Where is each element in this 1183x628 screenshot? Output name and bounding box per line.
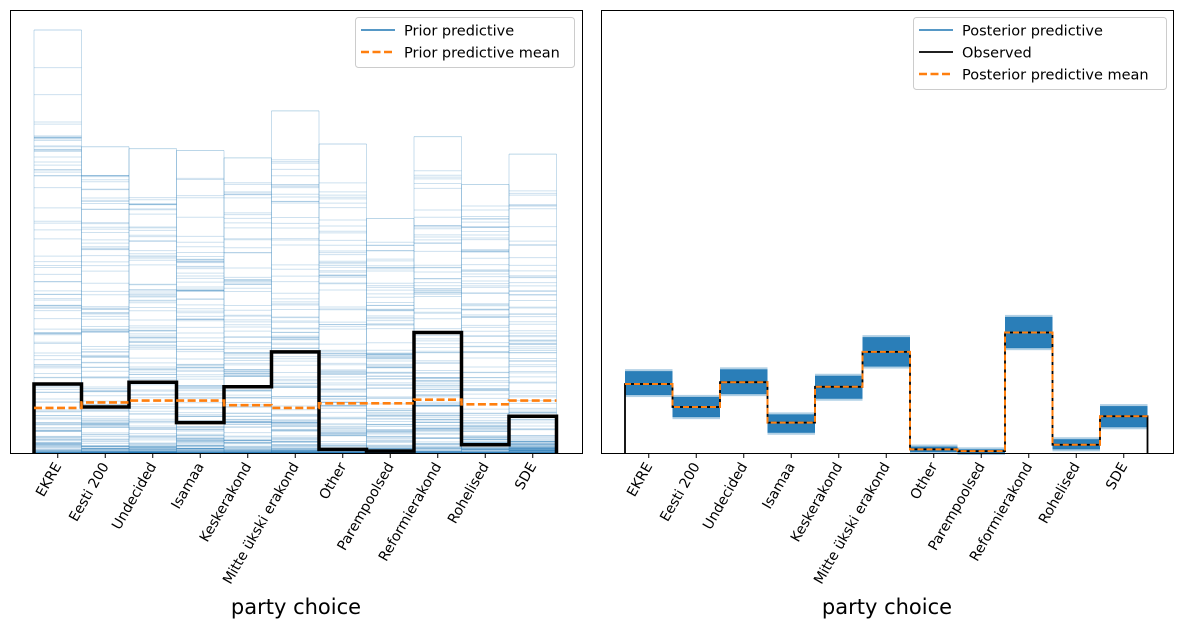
prior-draws-other — [318, 143, 367, 454]
x-tick-label-eesti-200: Eesti 200 — [657, 460, 704, 525]
posterior-band-edge — [815, 397, 863, 401]
prior-predictive-mean-series — [34, 398, 557, 410]
prior-draws-undecided — [128, 148, 177, 454]
prior-draws-isamaa — [176, 149, 225, 454]
legend-label-observed: Observed — [962, 46, 1032, 62]
legend-label-prior-mean: Prior predictive mean — [404, 46, 560, 62]
posterior-band-edge — [1005, 314, 1053, 318]
posterior-band-edge — [910, 451, 958, 455]
prior-draws-parempoolsed — [366, 218, 415, 454]
posterior-band-edge — [862, 365, 910, 369]
legend-label-posterior-mean: Posterior predictive mean — [962, 68, 1149, 84]
x-tick-label-isamaa: Isamaa — [759, 460, 798, 512]
prior-draws — [33, 29, 557, 454]
x-tick-label-other: Other — [907, 460, 941, 503]
posterior-band-edge — [672, 394, 720, 398]
posterior-band-edge — [625, 394, 673, 398]
observed-series — [32, 330, 559, 453]
x-tick-label-other: Other — [316, 460, 350, 503]
posterior-band-edge — [1005, 347, 1053, 351]
legend-box — [913, 17, 1167, 90]
x-tick-label-undecided: Undecided — [109, 460, 160, 533]
x-tick-label-ekre: EKRE — [33, 460, 65, 500]
x-axis-label: party choice — [822, 595, 952, 619]
x-tick-label-rohelised: Rohelised — [445, 460, 493, 527]
prior-draws-mitte-ukski-erakond — [271, 110, 320, 454]
posterior-band-edge — [815, 373, 863, 377]
posterior-band-edge — [720, 393, 768, 397]
posterior-band-edge — [720, 367, 768, 371]
posterior-band-edge — [862, 335, 910, 339]
legend: Prior predictive Prior predictive mean — [355, 17, 575, 68]
legend: Posterior predictive Observed Posterior … — [913, 17, 1167, 90]
axes-frame — [601, 10, 1174, 454]
prior-draws-reformierakond — [413, 136, 462, 454]
x-tick-label-sde: SDE — [512, 460, 540, 493]
posterior-band-edge — [625, 369, 673, 373]
axes-frame — [10, 10, 583, 454]
prior-draws-ekre — [33, 29, 82, 454]
prior-marks — [32, 330, 559, 453]
x-tick-label-sde: SDE — [1103, 460, 1131, 493]
posterior-band-edge — [767, 412, 815, 416]
x-tick-label-eesti-200: Eesti 200 — [66, 460, 113, 525]
x-tick-label-undecided: Undecided — [700, 460, 751, 533]
posterior-band-edge — [1052, 437, 1100, 441]
prior-draws-sde — [508, 153, 557, 454]
prior-draws-keskerakond — [223, 157, 272, 454]
legend-label-posterior-predictive: Posterior predictive — [962, 24, 1103, 40]
posterior-marks — [624, 314, 1149, 455]
x-tick-label-rohelised: Rohelised — [1036, 460, 1084, 527]
x-tick-label-ekre: EKRE — [624, 460, 656, 500]
legend-box — [355, 17, 575, 68]
posterior-band-edge — [767, 431, 815, 435]
prior-draws-rohelised — [461, 183, 510, 454]
x-axis-label: party choice — [231, 595, 361, 619]
legend-label-prior-predictive: Prior predictive — [404, 24, 514, 40]
posterior-band-edge — [910, 444, 958, 448]
x-tick-label-isamaa: Isamaa — [168, 460, 207, 512]
posterior-band-edge — [1052, 448, 1100, 452]
posterior-band-edge — [672, 416, 720, 420]
posterior-band-edge — [1100, 404, 1148, 408]
posterior-band-edge — [957, 447, 1005, 451]
posterior-band-edge — [1100, 426, 1148, 430]
posterior-predictive-mean-series — [625, 331, 1148, 453]
